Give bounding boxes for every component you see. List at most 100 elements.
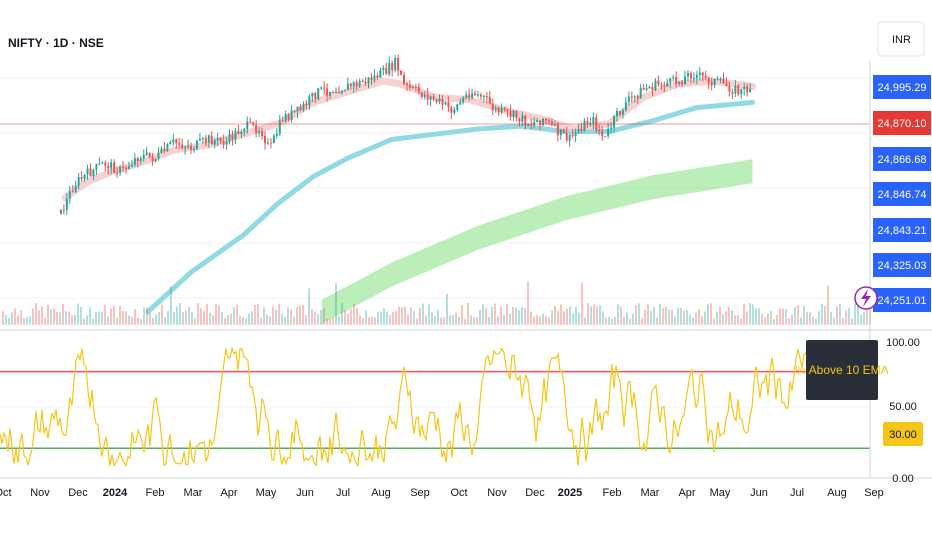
time-axis-label: Sep	[410, 487, 430, 499]
volume-bar	[71, 315, 73, 325]
volume-bar	[692, 317, 694, 325]
volume-bar	[476, 317, 478, 325]
volume-bar	[839, 303, 841, 325]
volume-bar	[35, 303, 37, 325]
volume-bar	[305, 315, 307, 325]
price-axis[interactable]: 24,995.29 24,870.10 24,866.68 24,846.74 24,8…	[869, 60, 931, 485]
currency-label: INR	[892, 34, 911, 46]
volume-bar	[680, 307, 682, 325]
candle-body	[642, 87, 645, 90]
candle-body	[334, 91, 337, 93]
volume-bar	[458, 316, 460, 325]
candle-body	[633, 95, 636, 97]
candle-body	[624, 102, 627, 111]
volume-bar	[38, 310, 40, 325]
candle-body	[722, 78, 725, 84]
volume-bar	[155, 314, 157, 325]
candle-body	[83, 174, 86, 179]
candle-body	[405, 83, 408, 86]
candle-body	[491, 103, 494, 110]
oscillator-value-badge	[883, 422, 923, 446]
volume-bar	[761, 313, 763, 325]
candle-body	[169, 142, 172, 145]
volume-bar	[812, 316, 814, 325]
volume-bar	[551, 310, 553, 325]
volume-bar	[449, 315, 451, 325]
lightning-icon[interactable]	[854, 286, 878, 310]
volume-bar	[233, 307, 235, 325]
candle-body	[571, 134, 574, 136]
candle-body	[476, 94, 479, 96]
candle-body	[695, 74, 698, 79]
volume-bar	[101, 311, 103, 325]
candle-body	[500, 107, 503, 113]
volume-bar	[533, 316, 535, 325]
volume-bar	[593, 304, 595, 325]
candle-body	[429, 96, 432, 100]
volume-bar	[683, 310, 685, 325]
candle-body	[65, 198, 68, 210]
candle-body	[385, 67, 388, 75]
volume-bar	[2, 311, 4, 325]
volume-bar	[386, 311, 388, 325]
volume-bar	[203, 310, 205, 325]
candle-body	[231, 133, 234, 140]
volume-bar	[608, 316, 610, 325]
volume-bar	[323, 308, 325, 325]
time-axis-label: Sep	[864, 487, 884, 499]
volume-bar	[401, 307, 403, 325]
candle-body	[545, 118, 548, 121]
candle-body	[743, 86, 746, 90]
volume-bar	[746, 311, 748, 325]
candle-body	[666, 82, 669, 87]
candle-body	[657, 80, 660, 85]
volume-bar	[509, 313, 511, 325]
price-pane[interactable]	[0, 54, 932, 331]
candle-body	[284, 114, 287, 122]
candle-body	[133, 158, 136, 165]
time-axis[interactable]: Oct Nov Dec 2024 Feb Mar Apr May Jun Jul Aug Sep Oct…	[0, 477, 932, 499]
volume-bar	[614, 317, 616, 325]
candle-body	[524, 115, 527, 126]
candle-body	[512, 110, 515, 118]
volume-bar	[47, 304, 49, 325]
volume-bar	[326, 318, 328, 325]
volume-bar	[416, 318, 418, 325]
candle-body	[275, 133, 278, 136]
candle-body	[468, 94, 471, 98]
volume-bar	[491, 306, 493, 325]
candle-body	[107, 165, 110, 169]
volume-bar	[293, 316, 295, 325]
candle-body	[166, 144, 169, 152]
candle-body	[719, 78, 722, 80]
volume-bar	[539, 316, 541, 325]
time-axis-label: Oct	[0, 487, 12, 499]
candle-body	[379, 70, 382, 78]
volume-bar	[17, 315, 19, 325]
candle-body	[710, 82, 713, 86]
volume-bar	[734, 315, 736, 325]
oscillator-pane[interactable]	[0, 346, 870, 468]
candle-body	[459, 102, 462, 105]
candle-body	[462, 97, 465, 103]
candle-body	[136, 158, 139, 161]
volume-bar	[842, 317, 844, 325]
volume-bar	[524, 308, 526, 325]
candle-body	[364, 81, 367, 83]
volume-bar	[701, 316, 703, 325]
candle-body	[332, 91, 335, 93]
volume-bar	[350, 308, 352, 325]
volume-bar	[857, 304, 859, 325]
volume-bar	[167, 311, 169, 325]
time-axis-label: Apr	[678, 487, 695, 499]
candle-body	[198, 138, 201, 141]
currency-box[interactable]	[877, 21, 925, 57]
candle-body	[607, 128, 610, 136]
volume-bar	[704, 311, 706, 325]
volume-bar	[374, 317, 376, 325]
volume-bar	[236, 304, 238, 325]
candle-body	[420, 92, 423, 97]
volume-bar	[53, 308, 55, 325]
volume-bar	[275, 309, 277, 325]
candle-body	[621, 110, 624, 115]
